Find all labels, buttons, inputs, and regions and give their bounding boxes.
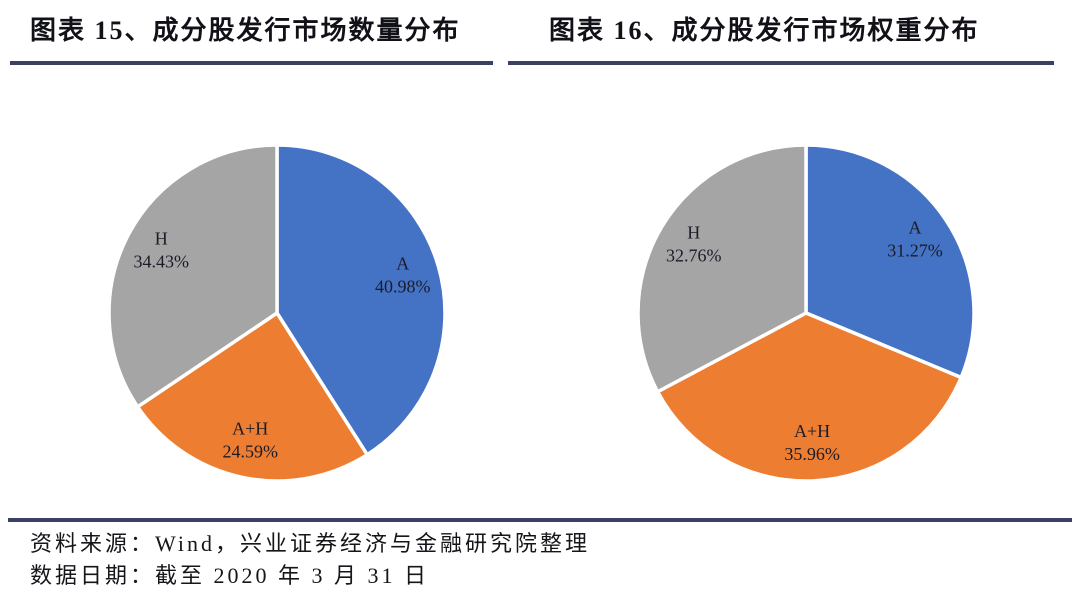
pie-chart-issuance-market-weight: A 31.27% A+H 35.96% H 32.76% [636, 143, 976, 483]
pie-label-A+H: A+H 35.96% [784, 421, 840, 464]
pie-label-H: H 32.76% [666, 223, 722, 266]
pie-slice-A [804, 143, 976, 380]
figure-15-title-rule [10, 61, 493, 65]
data-date-note: 数据日期：截至 2020 年 3 月 31 日 [30, 563, 430, 588]
data-source-note: 资料来源：Wind，兴业证券经济与金融研究院整理 [30, 531, 590, 556]
pie-label-H: H 34.43% [134, 228, 190, 271]
pie-chart-issuance-market-count: A 40.98% A+H 24.59% H 34.43% [107, 143, 447, 483]
pie-slice-A+H [135, 311, 369, 483]
pie-label-A: A 40.98% [375, 253, 431, 296]
figure-16-title-rule [508, 61, 1054, 65]
footer-rule [8, 518, 1072, 522]
figure-16-title: 图表 16、成分股发行市场权重分布 [549, 16, 980, 45]
pie-label-A+H: A+H 24.59% [222, 418, 278, 461]
pie-label-A: A 31.27% [887, 217, 943, 260]
figure-15-title: 图表 15、成分股发行市场数量分布 [30, 16, 461, 45]
pie-slice-H [636, 143, 808, 394]
pie-slice-H [107, 143, 279, 409]
pie-slice-A+H [655, 311, 963, 483]
